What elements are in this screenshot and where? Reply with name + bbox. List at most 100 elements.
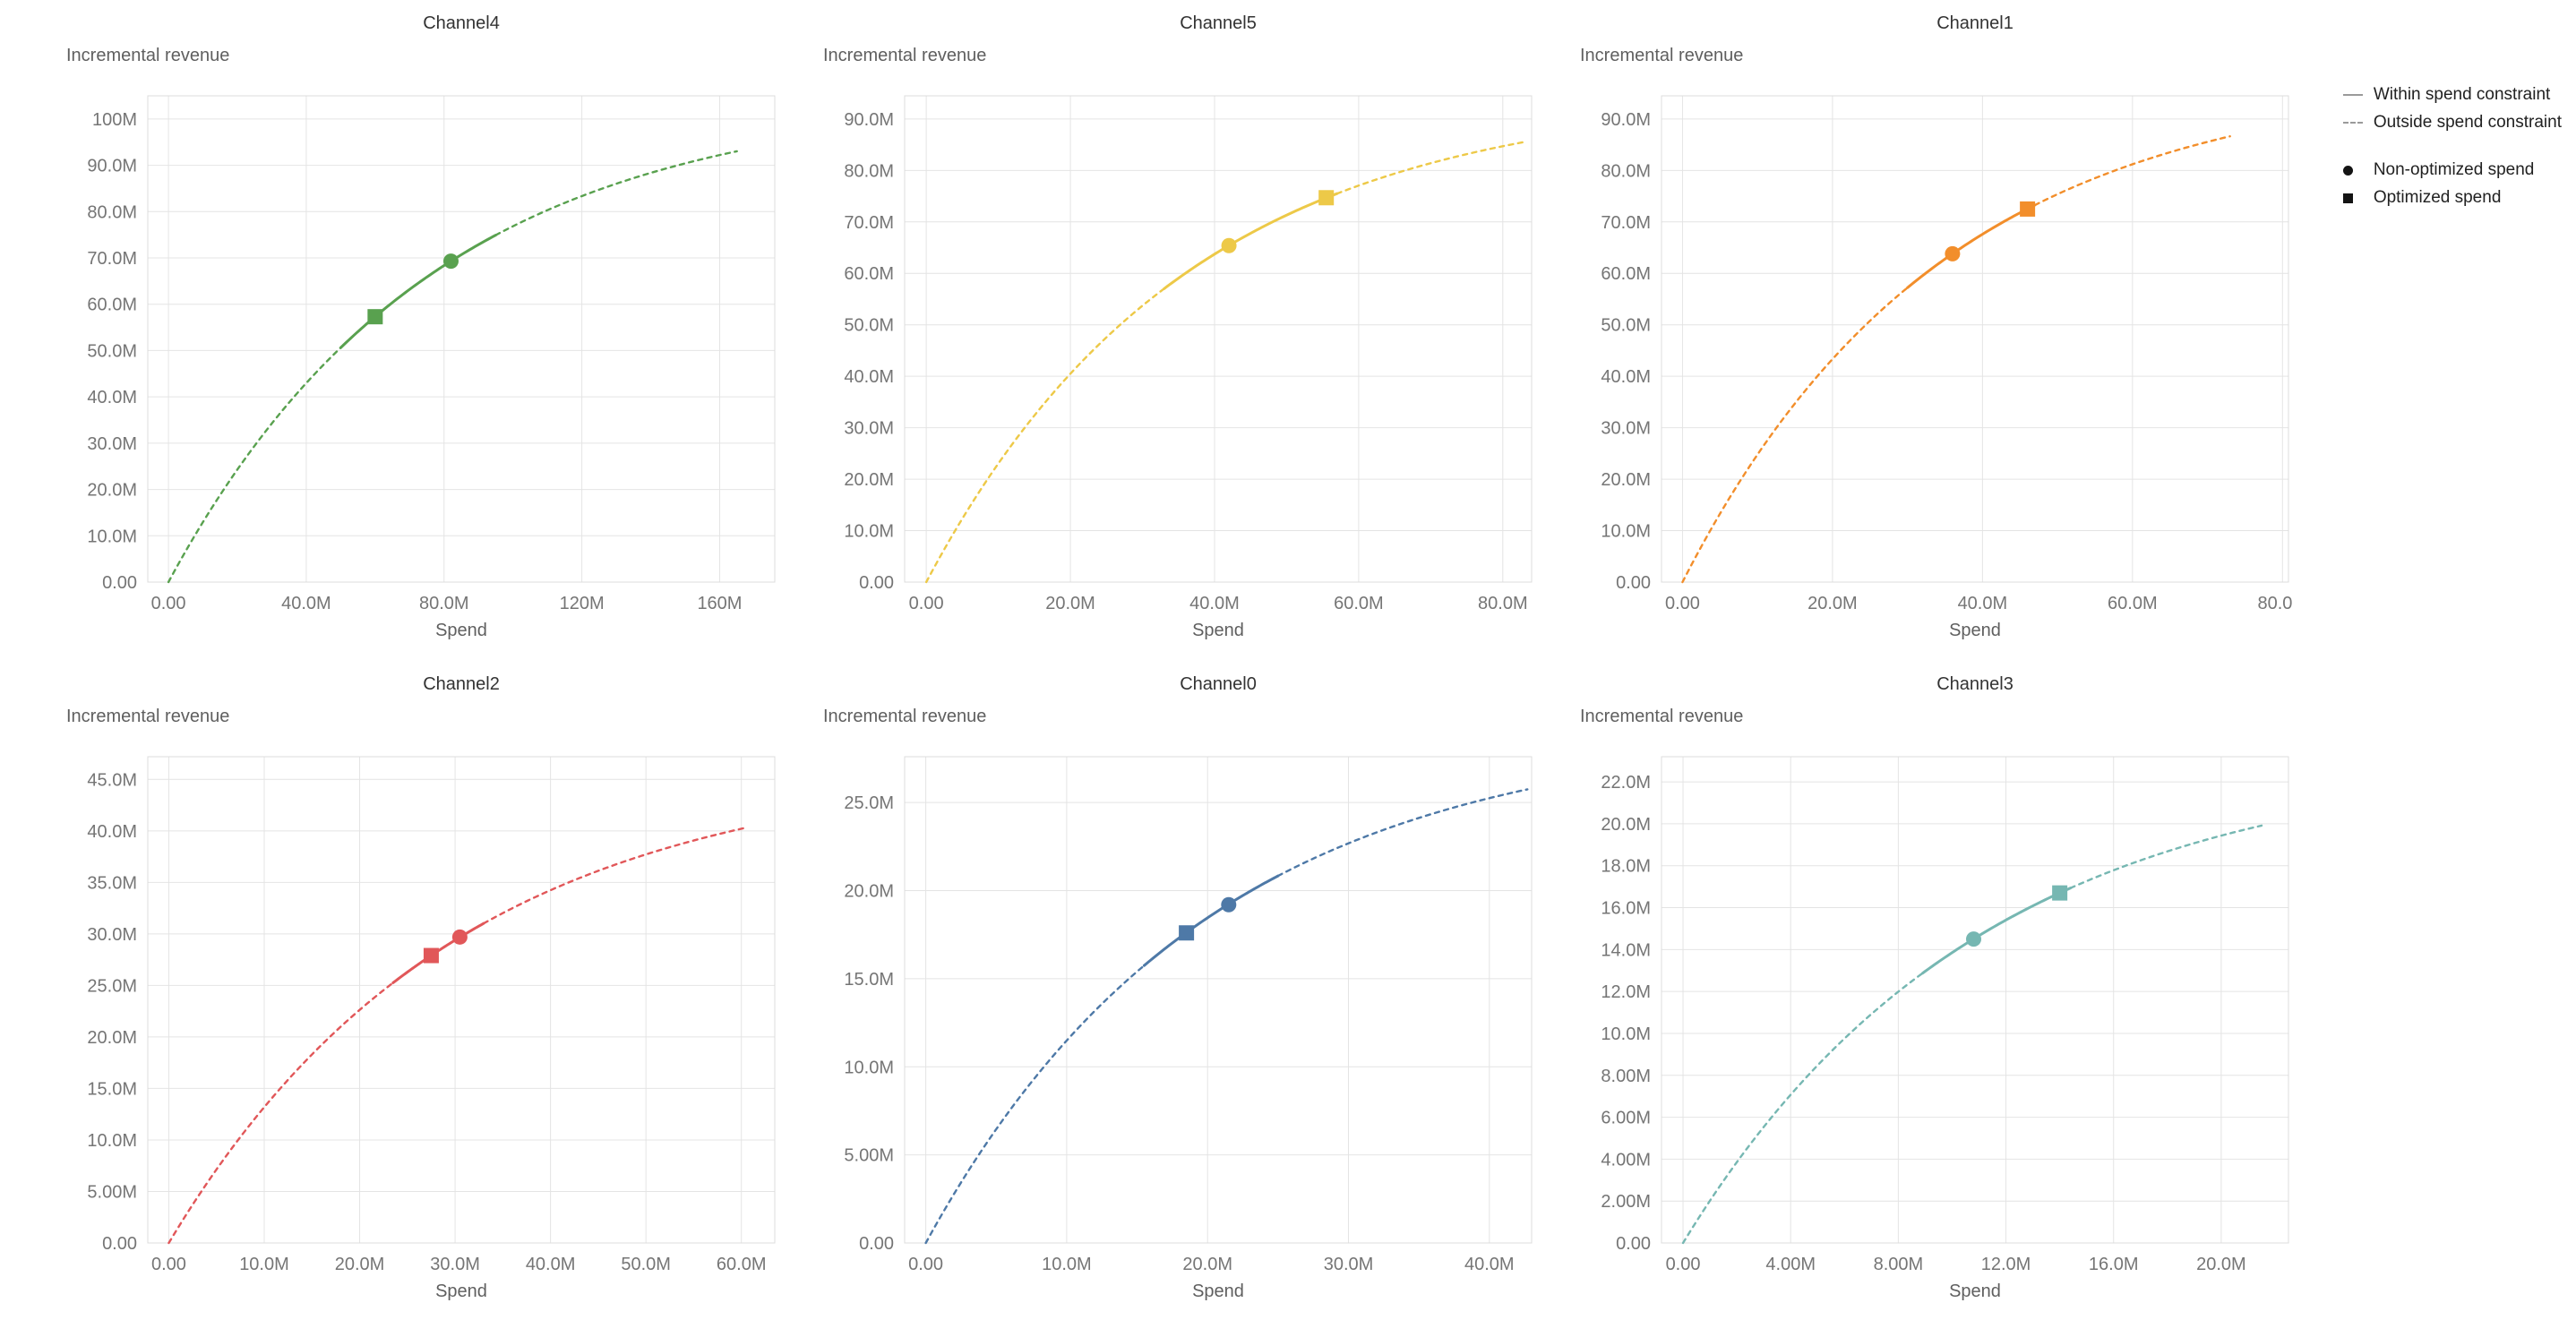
legend-item-within-constraint: Within spend constraint bbox=[2342, 85, 2562, 105]
x-tick-label: 80.0M bbox=[1478, 594, 1528, 613]
y-tick-label: 40.0M bbox=[1601, 367, 1651, 387]
legend-label: Outside spend constraint bbox=[2373, 113, 2562, 132]
y-tick-label: 0.00 bbox=[102, 573, 137, 593]
response-curve-dashed-low bbox=[924, 964, 1146, 1245]
y-tick-label: 25.0M bbox=[87, 976, 137, 996]
response-curve-solid bbox=[339, 234, 497, 349]
legend-item-outside-constraint: Outside spend constraint bbox=[2342, 113, 2562, 133]
x-tick-label: 60.0M bbox=[1334, 594, 1384, 613]
x-tick-label: 80.0M bbox=[2258, 594, 2293, 613]
y-tick-label: 5.00M bbox=[87, 1182, 137, 1202]
y-tick-label: 70.0M bbox=[87, 249, 137, 269]
y-axis-label: Incremental revenue bbox=[66, 707, 229, 726]
chart-title: Channel2 bbox=[423, 674, 500, 694]
y-tick-label: 0.00 bbox=[1616, 573, 1651, 593]
x-tick-label: 160M bbox=[697, 594, 742, 613]
chart-channel1-svg: 0.00 20.0M 40.0M 60.0M 80.0M 0.00 10.0M 20.0M 30… bbox=[1580, 13, 2293, 640]
y-tick-label: 12.0M bbox=[1601, 982, 1651, 1002]
y-tick-label: 0.00 bbox=[102, 1234, 137, 1254]
x-tick-label: 120M bbox=[560, 594, 605, 613]
y-tick-label: 10.0M bbox=[1601, 1024, 1651, 1044]
y-axis-label: Incremental revenue bbox=[1580, 46, 1743, 65]
plot-border bbox=[1661, 95, 2289, 583]
x-tick-label: 60.0M bbox=[717, 1255, 767, 1274]
x-tick-label: 0.00 bbox=[909, 594, 944, 613]
y-tick-label: 0.00 bbox=[1616, 1234, 1651, 1254]
y-tick-label: 80.0M bbox=[87, 202, 137, 222]
y-tick-label: 40.0M bbox=[87, 822, 137, 842]
x-tick-label: 40.0M bbox=[1958, 594, 2008, 613]
y-axis-label: Incremental revenue bbox=[66, 46, 229, 65]
x-tick-label: 0.00 bbox=[1665, 594, 1700, 613]
x-tick-label: 40.0M bbox=[1189, 594, 1240, 613]
x-axis-label: Spend bbox=[1192, 1281, 1244, 1301]
x-axis-label: Spend bbox=[435, 1281, 487, 1301]
x-tick-label: 0.00 bbox=[908, 1255, 943, 1274]
x-tick-label: 60.0M bbox=[2108, 594, 2158, 613]
chart-title: Channel5 bbox=[1180, 13, 1257, 33]
x-axis-label: Spend bbox=[1949, 621, 2001, 640]
y-tick-label: 60.0M bbox=[87, 296, 137, 315]
y-tick-label: 80.0M bbox=[844, 161, 894, 181]
y-tick-label: 15.0M bbox=[844, 970, 894, 990]
y-tick-label: 60.0M bbox=[1601, 264, 1651, 284]
circle-marker-icon bbox=[2342, 165, 2365, 176]
dashed-line-icon bbox=[2342, 122, 2365, 124]
chart-channel3: 0.00 4.00M 8.00M 12.0M 16.0M 20.0M 0.00 2.00M 4.… bbox=[1576, 663, 2293, 1316]
chart-legend: Within spend constraint Outside spend co… bbox=[2342, 85, 2562, 208]
x-tick-label: 10.0M bbox=[239, 1255, 289, 1274]
x-tick-label: 80.0M bbox=[419, 594, 469, 613]
response-curve-dashed-high bbox=[494, 150, 738, 236]
x-tick-label: 20.0M bbox=[2196, 1255, 2246, 1274]
x-axis-label: Spend bbox=[435, 621, 487, 640]
y-tick-label: 5.00M bbox=[844, 1146, 894, 1166]
x-tick-label: 20.0M bbox=[1182, 1255, 1232, 1274]
x-tick-label: 30.0M bbox=[430, 1255, 480, 1274]
y-axis-label: Incremental revenue bbox=[1580, 707, 1743, 726]
response-curve-dashed-high bbox=[1276, 788, 1529, 878]
x-axis-label: Spend bbox=[1192, 621, 1244, 640]
y-tick-label: 10.0M bbox=[87, 527, 137, 546]
x-tick-label: 40.0M bbox=[281, 594, 331, 613]
response-curve-dashed-low bbox=[1681, 287, 1909, 584]
chart-channel4: 0.00 40.0M 80.0M 120M 160M 0.00 10.0M 20.0M 30.0… bbox=[63, 2, 779, 656]
non-optimized-spend-marker bbox=[1221, 237, 1237, 253]
optimized-spend-marker bbox=[1318, 190, 1335, 206]
y-tick-label: 45.0M bbox=[87, 770, 137, 790]
response-curve-dashed-low bbox=[924, 287, 1165, 584]
y-tick-label: 2.00M bbox=[1601, 1192, 1651, 1212]
y-tick-label: 35.0M bbox=[87, 873, 137, 893]
x-tick-label: 40.0M bbox=[526, 1255, 576, 1274]
x-tick-label: 16.0M bbox=[2089, 1255, 2139, 1274]
y-tick-label: 20.0M bbox=[1601, 815, 1651, 835]
response-curve-solid bbox=[1906, 203, 2037, 289]
y-tick-label: 25.0M bbox=[844, 793, 894, 813]
x-tick-label: 4.00M bbox=[1765, 1255, 1816, 1274]
plot-border bbox=[904, 95, 1533, 583]
chart-channel0: 0.00 10.0M 20.0M 30.0M 40.0M 0.00 5.00M 10.0M 15… bbox=[820, 663, 1536, 1316]
x-tick-label: 0.00 bbox=[1666, 1255, 1701, 1274]
y-tick-label: 15.0M bbox=[87, 1079, 137, 1099]
y-tick-label: 90.0M bbox=[87, 157, 137, 176]
chart-channel1: 0.00 20.0M 40.0M 60.0M 80.0M 0.00 10.0M 20.0M 30… bbox=[1576, 2, 2293, 656]
y-tick-label: 10.0M bbox=[1601, 522, 1651, 542]
optimized-spend-marker bbox=[1179, 925, 1195, 941]
x-tick-label: 20.0M bbox=[335, 1255, 385, 1274]
response-curve-dashed-low bbox=[167, 981, 395, 1245]
y-tick-label: 14.0M bbox=[1601, 940, 1651, 960]
y-tick-label: 40.0M bbox=[87, 388, 137, 407]
square-marker-icon bbox=[2342, 193, 2365, 203]
y-tick-label: 40.0M bbox=[844, 367, 894, 387]
chart-channel5: 0.00 20.0M 40.0M 60.0M 80.0M 0.00 10.0M 20.0M 30… bbox=[820, 2, 1536, 656]
response-curve-dashed-high bbox=[2069, 824, 2263, 889]
y-tick-label: 100M bbox=[92, 110, 137, 130]
chart-channel5-svg: 0.00 20.0M 40.0M 60.0M 80.0M 0.00 10.0M 20.0M 30… bbox=[823, 13, 1533, 640]
y-tick-label: 70.0M bbox=[844, 213, 894, 233]
non-optimized-spend-marker bbox=[1221, 896, 1237, 913]
y-tick-label: 10.0M bbox=[844, 522, 894, 542]
y-tick-label: 90.0M bbox=[1601, 110, 1651, 130]
optimized-spend-marker bbox=[423, 947, 439, 964]
y-tick-label: 22.0M bbox=[1601, 773, 1651, 793]
y-tick-label: 20.0M bbox=[1601, 470, 1651, 490]
